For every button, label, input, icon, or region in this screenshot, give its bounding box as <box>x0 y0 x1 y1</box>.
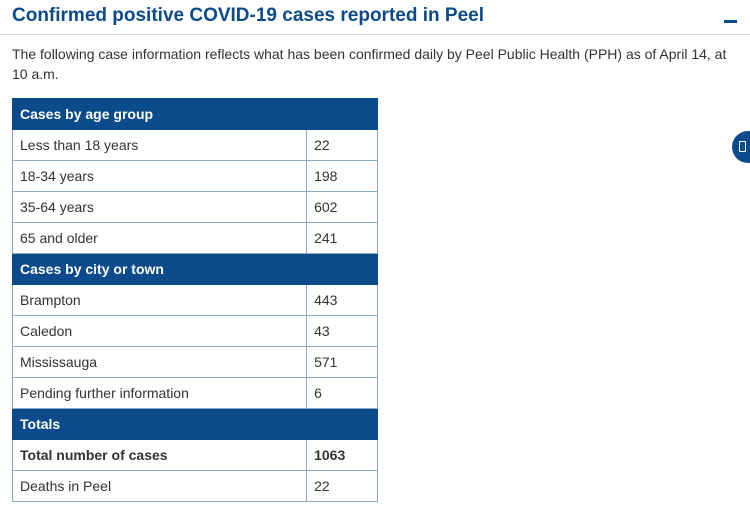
table-row: Less than 18 years 22 <box>11 129 378 161</box>
section-title: Totals <box>12 408 378 440</box>
row-label: Less than 18 years <box>11 129 308 161</box>
feedback-icon <box>739 141 746 152</box>
row-value: 198 <box>306 160 378 192</box>
row-label: Pending further information <box>11 377 308 409</box>
table-row: 35-64 years 602 <box>11 191 378 223</box>
section-title: Cases by city or town <box>12 253 378 285</box>
minus-icon <box>723 20 737 23</box>
row-label: 35-64 years <box>11 191 308 223</box>
row-value: 571 <box>306 346 378 378</box>
row-value: 43 <box>306 315 378 347</box>
section-header-age: Cases by age group <box>12 98 378 130</box>
row-value: 443 <box>306 284 378 316</box>
page-title: Confirmed positive COVID-19 cases report… <box>12 5 484 26</box>
row-label: Total number of cases <box>11 439 308 471</box>
row-label: Caledon <box>11 315 308 347</box>
collapse-button[interactable] <box>718 4 742 28</box>
row-value: 6 <box>306 377 378 409</box>
section-header-totals: Totals <box>12 408 378 440</box>
row-label: 65 and older <box>11 222 308 254</box>
row-value: 1063 <box>306 439 378 471</box>
row-value: 241 <box>306 222 378 254</box>
row-label: Brampton <box>11 284 308 316</box>
row-label: 18-34 years <box>11 160 308 192</box>
row-value: 22 <box>306 129 378 161</box>
table-row: 18-34 years 198 <box>11 160 378 192</box>
feedback-widget-button[interactable] <box>732 131 750 163</box>
table-row: Brampton 443 <box>11 284 378 316</box>
accordion-header[interactable]: Confirmed positive COVID-19 cases report… <box>0 0 750 35</box>
row-value: 22 <box>306 470 378 502</box>
cases-table: Cases by age group Less than 18 years 22… <box>11 98 378 502</box>
table-row: Caledon 43 <box>11 315 378 347</box>
row-label: Mississauga <box>11 346 308 378</box>
row-value: 602 <box>306 191 378 223</box>
section-title: Cases by age group <box>12 98 378 130</box>
table-row-total: Total number of cases 1063 <box>11 439 378 471</box>
table-row: Mississauga 571 <box>11 346 378 378</box>
section-header-city: Cases by city or town <box>12 253 378 285</box>
table-row: Pending further information 6 <box>11 377 378 409</box>
table-row: 65 and older 241 <box>11 222 378 254</box>
intro-text: The following case information reflects … <box>12 46 727 82</box>
table-row: Deaths in Peel 22 <box>11 470 378 502</box>
row-label: Deaths in Peel <box>11 470 308 502</box>
